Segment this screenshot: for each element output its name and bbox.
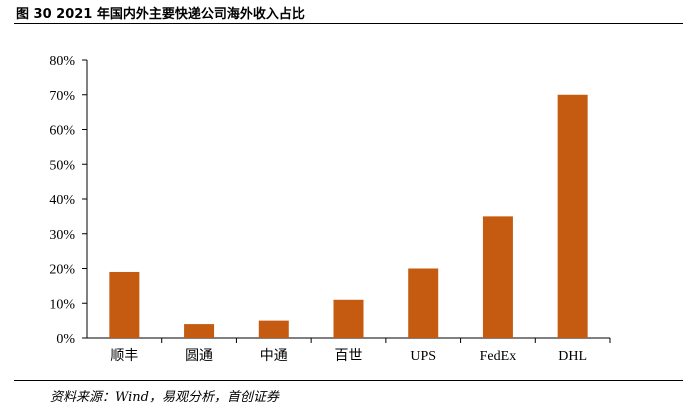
source-note: 资料来源：Wind，易观分析，首创证券: [50, 390, 279, 405]
x-tick-label: 中通: [260, 348, 288, 364]
bar: [333, 299, 364, 338]
y-tick-label: 50%: [49, 158, 75, 173]
bar: [408, 268, 439, 338]
x-tick-label: UPS: [410, 349, 436, 364]
bar: [482, 216, 513, 338]
x-tick-label: DHL: [558, 349, 587, 364]
x-tick-label: FedEx: [480, 349, 517, 364]
chart-area: 0% 10% 20% 30% 40% 50% 60% 70% 80% 顺丰 圆通 中通 百世 UPS Fed…: [0, 24, 697, 380]
y-tick-label: 30%: [49, 228, 75, 243]
x-tick-label: 圆通: [185, 348, 213, 364]
y-tick-label: 20%: [49, 263, 75, 278]
figure-title-bar: 图 30 2021 年国内外主要快递公司海外收入占比: [14, 2, 683, 24]
y-tick-label: 10%: [49, 297, 75, 312]
y-tick-label: 70%: [49, 89, 75, 104]
y-tick-label: 0%: [56, 332, 75, 347]
y-tick-label: 40%: [49, 193, 75, 208]
bar: [184, 324, 215, 338]
bar: [258, 320, 289, 338]
x-tick-label: 顺丰: [110, 348, 138, 364]
figure-title: 图 30 2021 年国内外主要快递公司海外收入占比: [16, 7, 305, 22]
y-tick-label: 80%: [49, 54, 75, 69]
y-tick-label: 60%: [49, 124, 75, 139]
bar: [557, 94, 588, 338]
x-tick-label: 百世: [335, 348, 363, 364]
source-bar: 资料来源：Wind，易观分析，首创证券: [14, 380, 683, 408]
bar-chart: 0% 10% 20% 30% 40% 50% 60% 70% 80% 顺丰 圆通 中通 百世 UPS Fed…: [49, 54, 611, 364]
bar: [109, 271, 140, 338]
